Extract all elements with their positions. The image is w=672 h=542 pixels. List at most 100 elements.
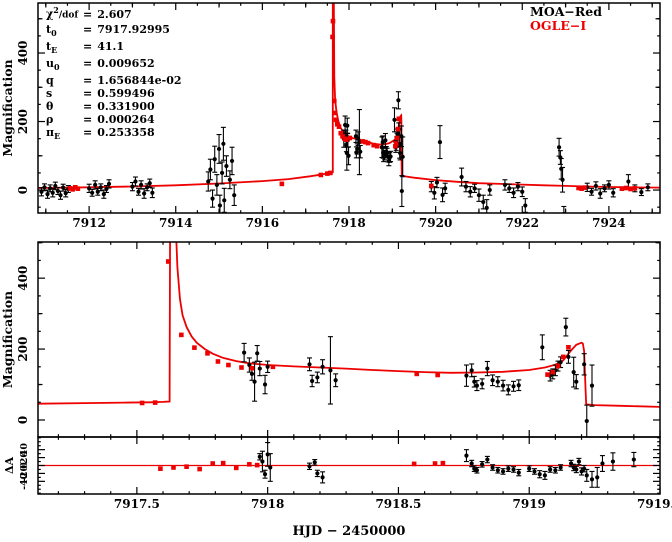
param-symbol: θ — [46, 100, 54, 114]
param-value: 0.000264 — [97, 113, 155, 127]
param-line: θ = 0.331900 — [46, 100, 182, 113]
data-point — [500, 469, 506, 474]
data-point — [254, 462, 260, 468]
x-tick-label: 7914 — [159, 216, 192, 230]
data-point — [224, 163, 229, 169]
data-point — [206, 179, 211, 184]
data-point — [553, 468, 558, 473]
data-point — [443, 186, 448, 191]
data-point — [53, 183, 58, 189]
data-point — [325, 171, 330, 176]
data-point — [472, 186, 477, 191]
data-point — [523, 203, 528, 208]
data-point — [593, 183, 598, 189]
data-point — [210, 461, 216, 466]
param-symbol: q — [46, 74, 54, 88]
data-point — [571, 370, 576, 375]
data-point — [545, 372, 550, 377]
data-point — [233, 465, 239, 471]
data-point — [133, 179, 138, 184]
x-tick-label: 7916 — [246, 216, 279, 230]
main-plot-area — [38, 242, 660, 437]
data-point — [394, 135, 400, 141]
data-point — [220, 460, 226, 466]
legend-item-ogle: OGLE−I — [530, 18, 587, 33]
param-equals: = — [83, 126, 93, 140]
main-frame — [37, 241, 661, 438]
data-point — [232, 193, 237, 198]
data-point — [602, 186, 607, 191]
data-point — [566, 354, 571, 359]
data-point — [279, 181, 285, 187]
data-point — [506, 466, 511, 471]
data-point — [106, 181, 112, 186]
data-point — [459, 174, 464, 180]
param-line: tE = 41.1 — [46, 40, 182, 57]
data-point — [432, 190, 437, 195]
data-point — [330, 34, 335, 40]
param-symbol: ρ — [46, 113, 54, 127]
data-point — [558, 465, 563, 470]
data-point — [315, 375, 320, 380]
data-point — [328, 368, 333, 373]
data-point — [555, 363, 561, 369]
data-point — [619, 186, 625, 191]
data-point — [560, 354, 566, 360]
data-point — [507, 186, 512, 191]
data-point — [411, 461, 417, 467]
data-point — [631, 457, 636, 462]
data-point — [579, 186, 584, 191]
data-point — [600, 461, 605, 466]
data-point — [474, 468, 480, 473]
data-point — [396, 98, 401, 103]
data-point — [432, 461, 438, 466]
data-point — [516, 383, 521, 388]
data-point — [72, 185, 78, 190]
data-point — [346, 153, 351, 158]
data-point — [560, 177, 565, 182]
data-point — [480, 381, 485, 386]
data-point — [435, 372, 440, 378]
y-tick-label: 0 — [16, 186, 30, 194]
data-point — [332, 110, 338, 116]
data-point — [219, 170, 225, 176]
data-point — [145, 185, 150, 190]
data-point — [136, 189, 141, 194]
param-value: 2.607 — [97, 7, 132, 21]
data-point — [312, 460, 317, 465]
param-line: χ2/dof = 2.607 — [46, 4, 182, 23]
data-point — [556, 145, 562, 150]
data-point — [598, 191, 603, 196]
data-point — [398, 150, 403, 156]
data-point — [595, 475, 600, 480]
data-point — [628, 186, 633, 192]
top-plot-area — [38, 3, 660, 213]
param-value: 0.331900 — [97, 100, 155, 114]
data-point — [548, 467, 553, 472]
data-point — [428, 183, 434, 189]
data-point — [388, 154, 393, 159]
data-point — [320, 364, 325, 369]
data-point — [434, 180, 440, 185]
data-point — [574, 379, 579, 384]
moa-red-residuals-points — [257, 441, 637, 488]
data-point — [344, 137, 349, 142]
data-point — [484, 205, 489, 210]
param-line: s = 0.599496 — [46, 87, 182, 100]
param-equals: = — [83, 7, 93, 21]
data-point — [260, 459, 265, 464]
param-symbol: u0 — [46, 57, 60, 73]
data-point — [307, 362, 312, 367]
param-equals: = — [83, 22, 93, 36]
x-tick-label: 7922 — [506, 216, 539, 230]
main-axis-ticks — [38, 242, 661, 437]
data-point — [464, 373, 469, 378]
param-equals: = — [83, 57, 93, 71]
y-tick-label: 20 — [19, 451, 30, 465]
param-symbol: πE — [46, 126, 61, 142]
data-point — [610, 459, 616, 464]
data-point — [532, 469, 537, 474]
data-point — [210, 196, 215, 201]
